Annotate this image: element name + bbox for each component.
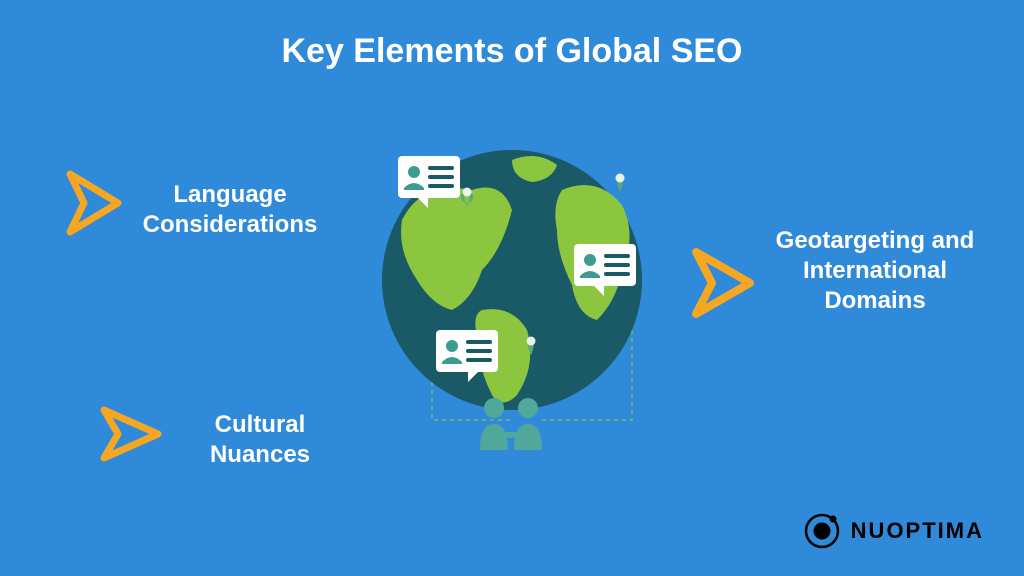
arrow-geo-icon bbox=[688, 244, 760, 322]
logo-icon bbox=[803, 512, 841, 550]
arrow-cultural-icon bbox=[96, 402, 168, 466]
label-geotargeting: Geotargeting and International Domains bbox=[770, 226, 980, 316]
logo-text: NUOPTIMA bbox=[851, 518, 984, 544]
arrow-language-icon bbox=[62, 166, 128, 240]
page-title: Key Elements of Global SEO bbox=[0, 32, 1024, 71]
label-cultural: Cultural Nuances bbox=[180, 410, 340, 470]
brand-logo: NUOPTIMA bbox=[803, 512, 984, 550]
globe-illustration bbox=[362, 120, 662, 460]
label-language: Language Considerations bbox=[130, 180, 330, 240]
